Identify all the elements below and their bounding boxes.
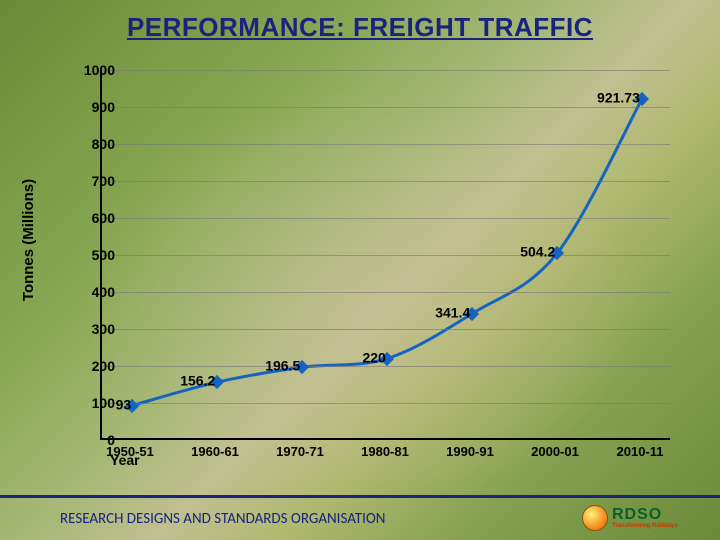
gridline	[102, 329, 670, 330]
gridline	[102, 292, 670, 293]
gridline	[102, 255, 670, 256]
y-tick: 100	[55, 395, 115, 411]
data-label: 220	[362, 349, 385, 365]
y-tick: 200	[55, 358, 115, 374]
gridline	[102, 107, 670, 108]
plot-area: 93 156.2 196.5 220 341.4 504.2 921.73	[100, 70, 670, 440]
y-tick: 600	[55, 210, 115, 226]
slide-title: PERFORMANCE: FREIGHT TRAFFIC	[0, 12, 720, 43]
x-tick: 1960-61	[191, 444, 239, 459]
x-tick: 2000-01	[531, 444, 579, 459]
gridline	[102, 218, 670, 219]
x-tick: 1990-91	[446, 444, 494, 459]
y-tick: 400	[55, 284, 115, 300]
data-label: 156.2	[180, 373, 215, 389]
gridline	[102, 70, 670, 71]
logo-sub-text: Transforming Railways	[612, 523, 678, 529]
y-tick: 900	[55, 99, 115, 115]
x-tick: 1970-71	[276, 444, 324, 459]
y-tick: 700	[55, 173, 115, 189]
footer-text: RESEARCH DESIGNS AND STANDARDS ORGANISAT…	[60, 510, 385, 528]
y-tick: 300	[55, 321, 115, 337]
logo-emblem	[582, 505, 608, 531]
footer: RESEARCH DESIGNS AND STANDARDS ORGANISAT…	[0, 498, 720, 540]
logo-main-text: RDSO	[612, 507, 678, 523]
chart-container: Tonnes (Millions) Year 93156.2196.522034…	[30, 60, 690, 480]
x-tick: 1950-51	[106, 444, 154, 459]
data-label: 921.73	[597, 89, 640, 105]
line-svg	[102, 70, 402, 220]
y-axis-label: Tonnes (Millions)	[20, 179, 37, 301]
gridline	[102, 144, 670, 145]
gridline	[102, 366, 670, 367]
gridline	[102, 403, 670, 404]
y-tick: 500	[55, 247, 115, 263]
data-label: 341.4	[435, 304, 470, 320]
x-tick: 2010-11	[617, 444, 664, 459]
data-label: 196.5	[265, 358, 300, 374]
data-label: 93	[116, 396, 132, 412]
y-tick: 1000	[55, 62, 115, 78]
x-tick: 1980-81	[361, 444, 409, 459]
gridline	[102, 181, 670, 182]
data-label: 504.2	[520, 244, 555, 260]
y-tick: 800	[55, 136, 115, 152]
rdso-logo: RDSO Transforming Railways	[582, 502, 702, 534]
